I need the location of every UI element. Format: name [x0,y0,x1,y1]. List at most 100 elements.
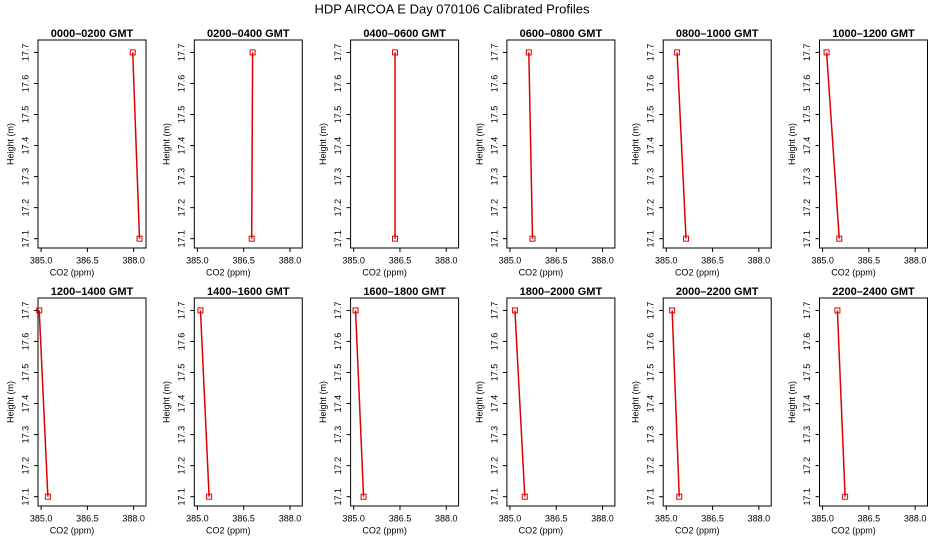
x-tick-label: 385.0 [655,513,678,523]
plot-frame [819,297,928,507]
x-tick-label: 385.0 [499,513,522,523]
y-tick-label: 17.1 [802,230,812,248]
x-tick-label: 385.0 [186,513,209,523]
y-tick-label: 17.5 [802,106,812,124]
x-tick-label: 386.5 [858,255,881,265]
y-tick-label: 17.2 [177,457,187,475]
y-tick-label: 17.3 [177,426,187,444]
y-tick-label: 17.7 [333,44,343,62]
panel-title: 0800–1000 GMT [676,28,759,40]
point-marker [392,235,399,242]
x-tick-label: 386.5 [232,513,255,523]
y-tick-label: 17.4 [333,395,343,413]
point-marker [197,307,204,314]
x-tick-label: 386.5 [545,513,568,523]
y-tick-label: 17.2 [20,457,30,475]
x-tick-label: 386.5 [389,513,412,523]
y-tick-label: 17.1 [177,230,187,248]
x-tick-label: 385.0 [342,513,365,523]
y-tick-label: 17.3 [333,168,343,186]
x-axis-label: CO2 (ppm) [519,525,564,535]
point-marker [352,307,359,314]
panel-title: 2200–2400 GMT [832,286,915,298]
y-tick-label: 17.2 [177,199,187,217]
plot-frame [37,297,147,507]
y-axis-label: Height (m) [162,123,172,165]
y-tick-label: 17.5 [646,364,656,382]
y-tick-label: 17.3 [802,426,812,444]
y-tick-label: 17.3 [333,426,343,444]
y-tick-label: 17.1 [333,488,343,506]
y-tick-label: 17.6 [802,333,812,351]
y-tick-label: 17.4 [20,395,30,413]
y-axis-label: Height (m) [631,123,641,165]
x-tick-label: 385.0 [811,255,834,265]
x-tick-label: 388.0 [279,513,302,523]
x-tick-label: 386.5 [701,513,724,523]
y-axis-label: Height (m) [318,123,328,165]
y-tick-label: 17.6 [802,75,812,93]
y-tick-label: 17.1 [20,488,30,506]
plot-frame [193,297,303,507]
point-marker [360,493,367,500]
y-tick-label: 17.4 [802,137,812,155]
point-marker [249,49,256,56]
y-tick-label: 17.7 [20,44,30,62]
x-axis-label: CO2 (ppm) [675,525,720,535]
y-tick-label: 17.5 [489,106,499,124]
x-tick-label: 386.5 [701,255,724,265]
y-tick-label: 17.2 [646,457,656,475]
panel-title: 2000–2200 GMT [676,286,759,298]
y-tick-label: 17.5 [802,364,812,382]
x-tick-label: 388.0 [279,255,302,265]
y-tick-label: 17.3 [489,426,499,444]
y-tick-label: 17.5 [177,106,187,124]
point-marker [206,493,213,500]
y-tick-label: 17.2 [802,199,812,217]
panel-title: 0000–0200 GMT [51,28,134,40]
y-axis-label: Height (m) [787,123,797,165]
y-tick-label: 17.7 [489,302,499,320]
y-tick-label: 17.6 [20,75,30,93]
x-tick-label: 385.0 [499,255,522,265]
y-tick-label: 17.1 [646,230,656,248]
y-tick-label: 17.6 [333,333,343,351]
x-tick-label: 386.5 [389,255,412,265]
profile-line [528,52,534,239]
x-axis-label: CO2 (ppm) [50,525,95,535]
y-tick-label: 17.5 [489,364,499,382]
x-tick-label: 388.0 [748,255,771,265]
panel-title: 1800–2000 GMT [520,286,603,298]
y-tick-label: 17.6 [489,75,499,93]
panel-title: 1400–1600 GMT [207,286,290,298]
point-marker [669,307,676,314]
panel-title: 0400–0600 GMT [363,28,446,40]
x-tick-label: 385.0 [342,255,365,265]
y-tick-label: 17.4 [489,137,499,155]
point-marker [836,235,843,242]
y-tick-label: 17.6 [646,75,656,93]
y-tick-label: 17.1 [333,230,343,248]
point-marker [521,493,528,500]
profile-line [38,310,49,497]
y-tick-label: 17.2 [489,199,499,217]
x-tick-label: 386.5 [858,513,881,523]
x-tick-label: 388.0 [435,513,458,523]
y-tick-label: 17.5 [333,106,343,124]
y-tick-label: 17.2 [333,457,343,475]
profile-line [199,310,210,497]
y-tick-label: 17.7 [802,302,812,320]
x-tick-label: 386.5 [545,255,568,265]
x-axis-label: CO2 (ppm) [362,267,407,277]
y-tick-label: 17.3 [20,426,30,444]
x-tick-label: 385.0 [811,513,834,523]
plot-frame [350,39,460,249]
x-axis-label: CO2 (ppm) [831,525,876,535]
y-axis-label: Height (m) [474,123,484,165]
y-tick-label: 17.4 [333,137,343,155]
x-tick-label: 386.5 [76,513,99,523]
x-tick-label: 388.0 [904,513,927,523]
x-tick-label: 386.5 [232,255,255,265]
plot-frame [350,297,460,507]
